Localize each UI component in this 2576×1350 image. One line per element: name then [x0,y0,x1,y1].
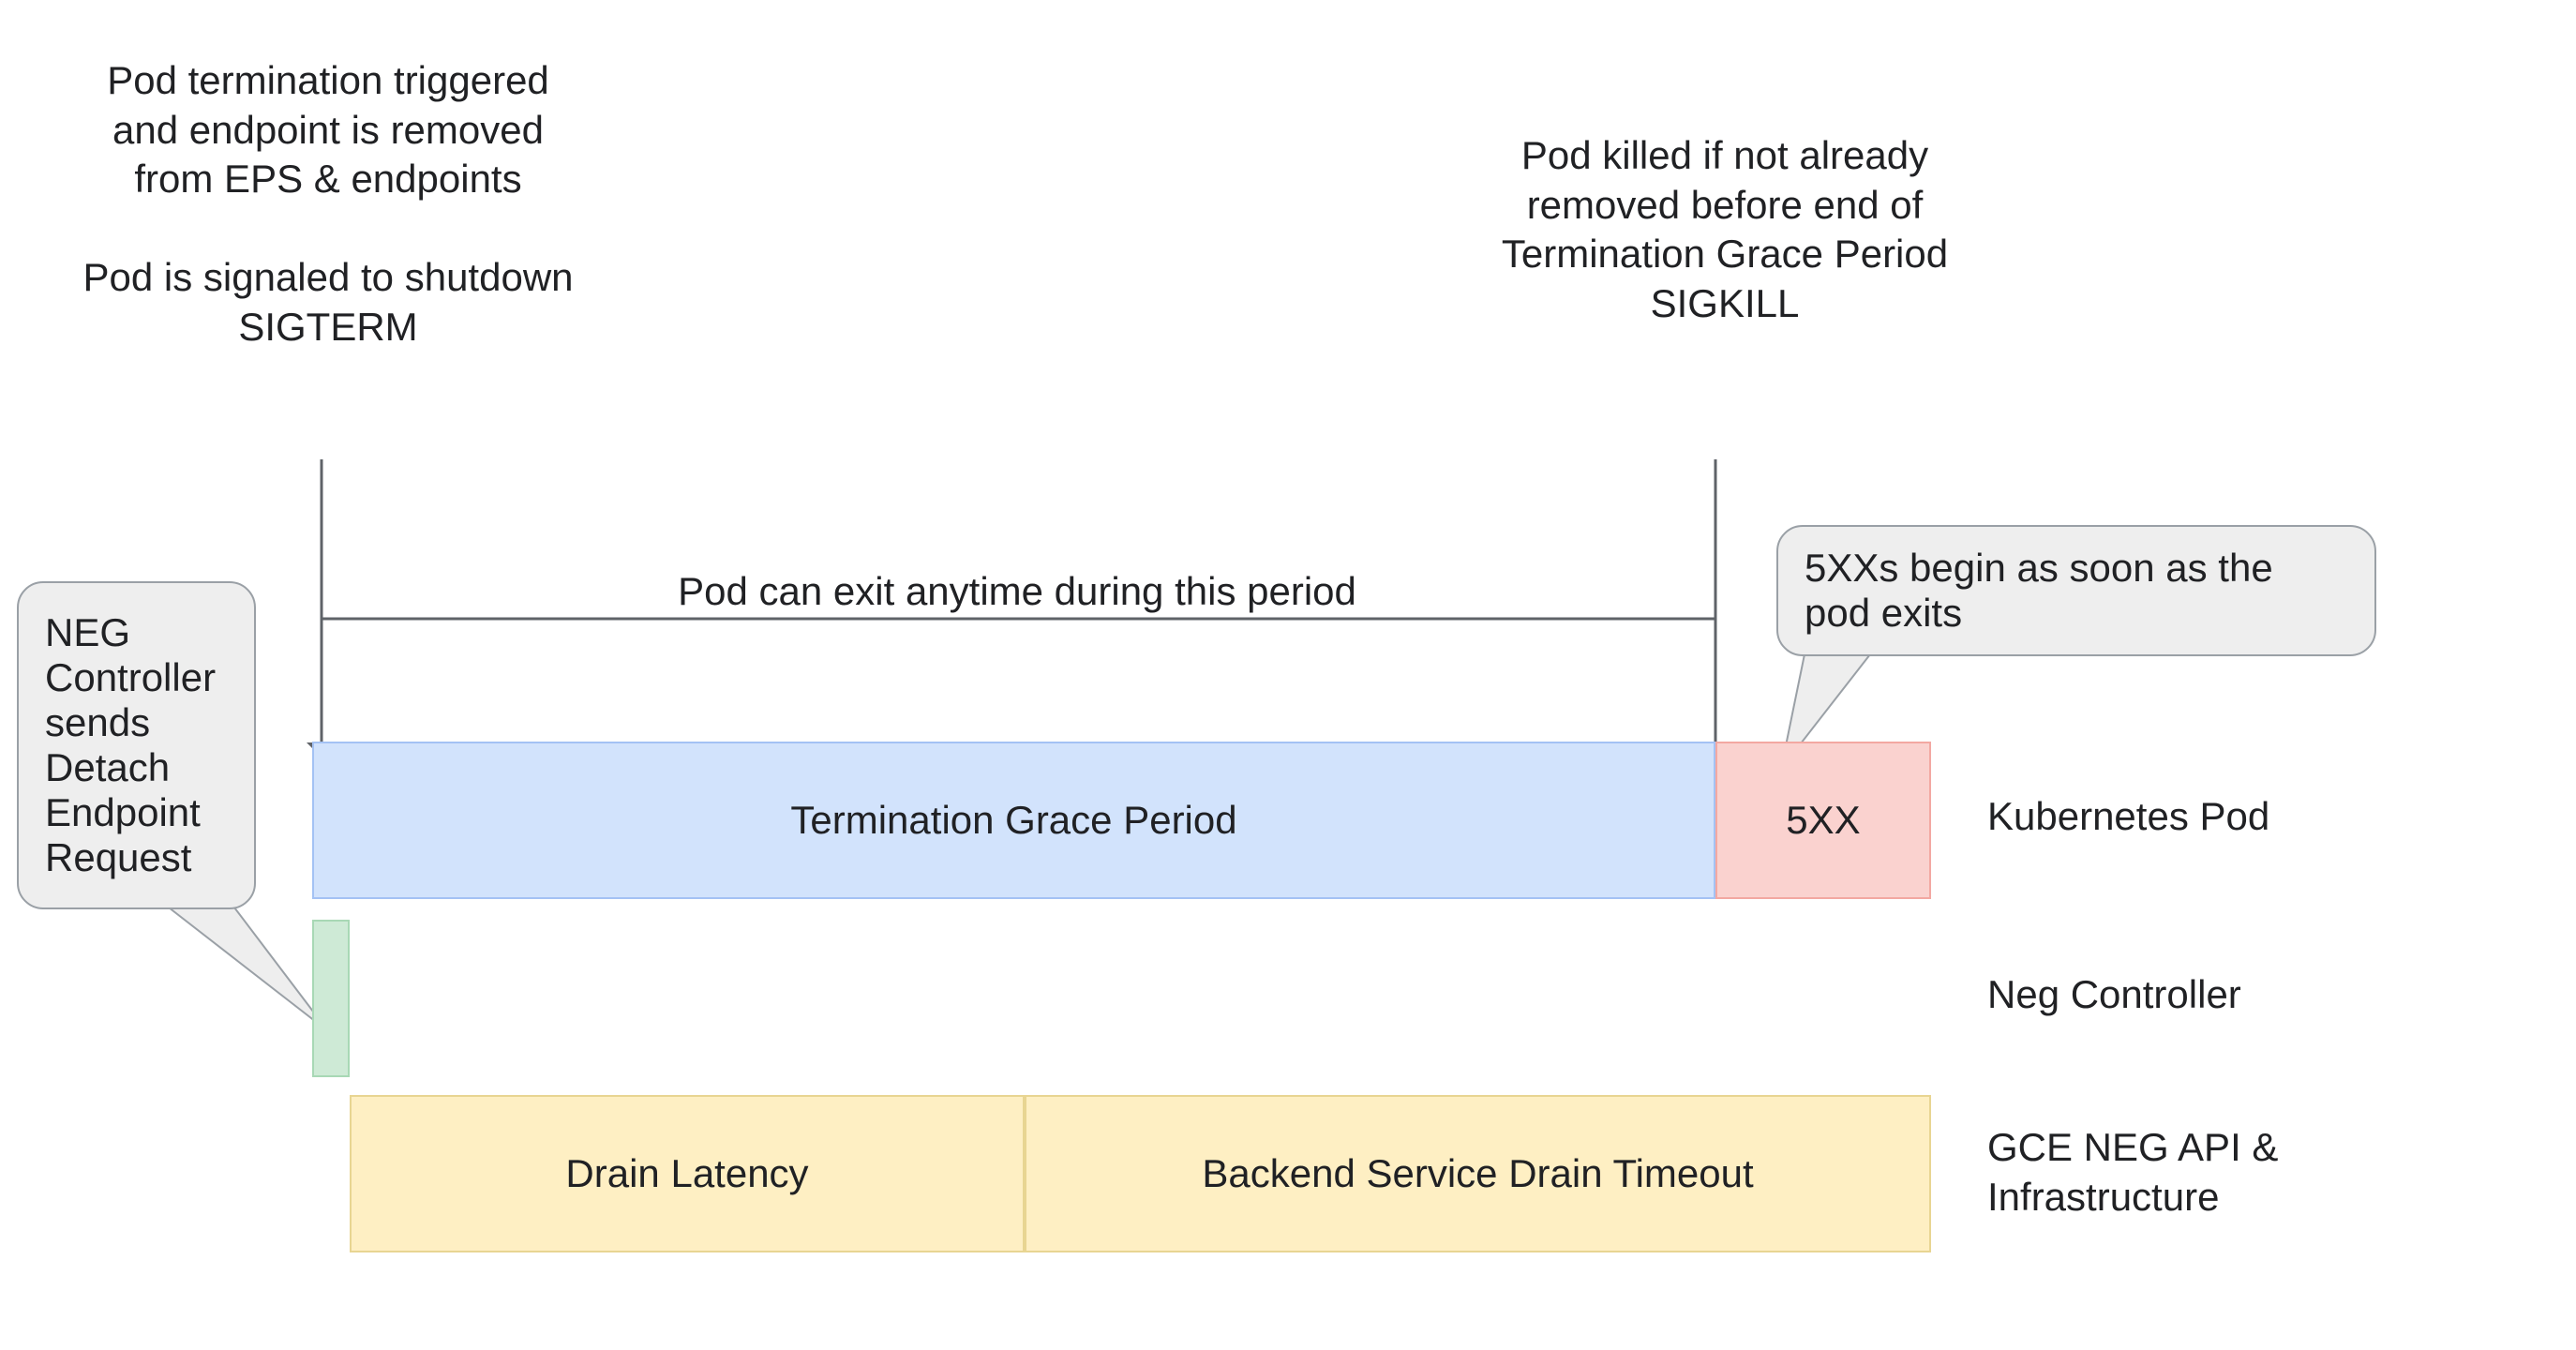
annotation-top-left: Pod termination triggered and endpoint i… [82,56,573,352]
diagram-canvas: Termination Grace Period5XX Drain Latency… [0,0,2576,1350]
bar-backend-drain-timeout: Backend Service Drain Timeout [1025,1095,1931,1252]
annotation-top-right: Pod killed if not already removed before… [1502,131,1948,328]
lane-label-2: GCE NEG API & Infrastructure [1987,1123,2278,1222]
callout-neg-detach: NEG Controller sends Detach Endpoint Req… [17,581,256,909]
callout-5xx-note: 5XXs begin as soon as the pod exits [1776,525,2376,656]
bar-drain-latency: Drain Latency [350,1095,1025,1252]
bar-neg-controller-tick [312,920,350,1077]
annotation-span-label: Pod can exit anytime during this period [678,567,1356,617]
lane-label-0: Kubernetes Pod [1987,792,2269,842]
lane-label-1: Neg Controller [1987,970,2241,1020]
bar-termination-grace-period: Termination Grace Period [312,742,1715,899]
bar-five-xx: 5XX [1715,742,1931,899]
